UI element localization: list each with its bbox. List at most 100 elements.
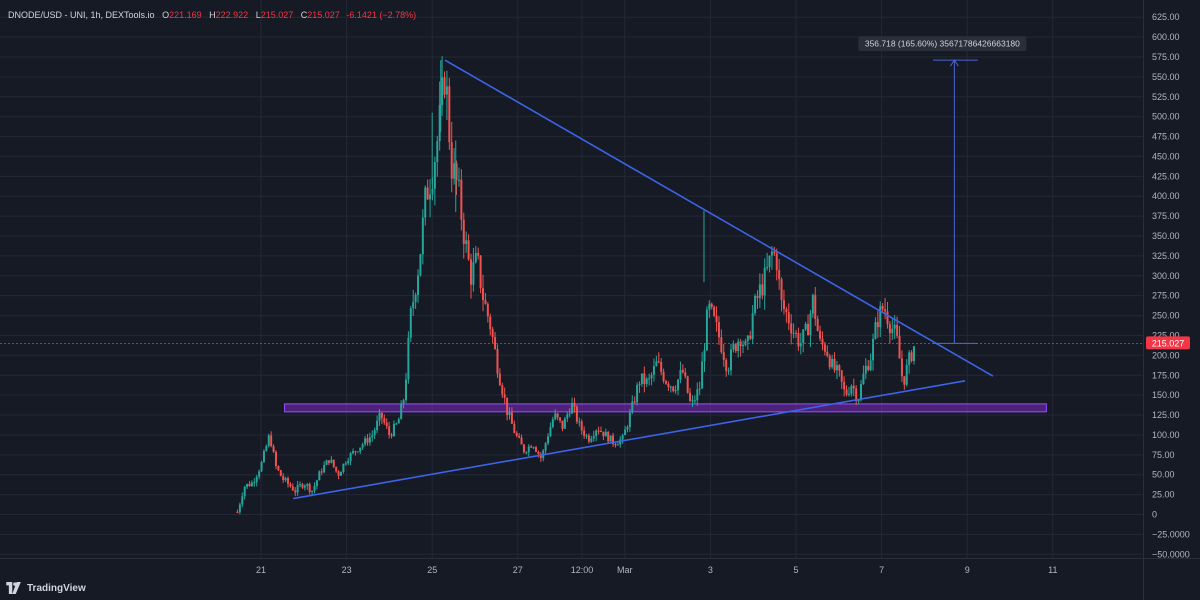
candle-body	[855, 388, 858, 402]
candle-body	[727, 370, 730, 372]
candle-body	[597, 430, 600, 432]
candle-body	[368, 437, 371, 443]
candle-body	[602, 431, 605, 437]
candle-body	[693, 400, 696, 402]
candle-body	[489, 316, 492, 330]
candle-body	[614, 444, 617, 446]
candle-body	[404, 379, 407, 401]
candle-body	[710, 303, 713, 307]
candle-body	[843, 381, 846, 390]
price-tick-label: 600.00	[1152, 32, 1180, 42]
candle-body	[578, 421, 581, 423]
candle-body	[482, 288, 485, 301]
price-tick-label: 500.00	[1152, 112, 1180, 122]
candle-body	[884, 309, 887, 312]
candle-body	[303, 485, 306, 488]
candle-body	[679, 369, 682, 380]
measure-arrow-icon	[949, 59, 959, 67]
candle-body	[640, 373, 643, 384]
candle-body	[448, 86, 451, 143]
candle-body	[708, 303, 711, 310]
candle-body	[691, 400, 694, 402]
candle-body	[713, 306, 716, 316]
candle-body	[657, 361, 660, 363]
tradingview-label: TradingView	[27, 582, 86, 594]
candle-body	[510, 412, 513, 424]
candle-body	[306, 484, 309, 486]
price-tick-label: 50.00	[1152, 470, 1175, 480]
price-tick-label: 25.00	[1152, 490, 1175, 500]
candle-body	[486, 303, 489, 317]
candle-body	[799, 343, 802, 347]
candle-body	[436, 141, 439, 162]
candle-body	[809, 313, 812, 336]
candle-body	[267, 435, 270, 446]
candle-body	[551, 419, 554, 428]
candle-body	[585, 435, 588, 437]
candle-body	[479, 255, 482, 289]
candle-body	[426, 187, 429, 200]
candle-body	[758, 284, 761, 299]
candle-body	[715, 315, 718, 323]
candle-body	[655, 361, 658, 367]
candle-body	[811, 294, 814, 314]
candle-body	[874, 322, 877, 339]
candle-body	[255, 476, 258, 483]
candle-body	[903, 376, 906, 385]
candle-body	[407, 337, 410, 380]
candlestick-series	[236, 56, 915, 515]
low-value: 215.027	[260, 10, 294, 20]
candle-body	[624, 429, 627, 436]
time-tick-label: 27	[513, 565, 523, 575]
candle-body	[373, 430, 376, 436]
candle-body	[778, 270, 781, 280]
candle-body	[823, 344, 826, 352]
candle-body	[689, 392, 692, 401]
candle-body	[544, 443, 547, 451]
candle-body	[636, 385, 639, 403]
candle-body	[831, 358, 834, 368]
candle-body	[419, 254, 422, 276]
candle-body	[592, 436, 595, 439]
candle-body	[575, 406, 578, 422]
candle-body	[236, 512, 239, 514]
time-tick-label: 25	[427, 565, 437, 575]
candle-body	[696, 389, 699, 401]
candle-body	[397, 419, 400, 424]
candle-body	[698, 388, 701, 390]
candle-body	[674, 390, 677, 392]
candle-body	[549, 427, 552, 437]
candle-body	[455, 163, 458, 181]
candle-body	[862, 373, 865, 385]
candle-body	[284, 478, 287, 481]
candle-body	[900, 358, 903, 377]
candle-body	[612, 435, 615, 445]
candle-body	[484, 300, 487, 304]
candle-body	[364, 438, 367, 445]
candle-body	[725, 359, 728, 371]
candle-body	[294, 490, 297, 493]
candle-body	[366, 438, 369, 443]
price-tick-label: −25.0000	[1152, 529, 1190, 539]
candle-body	[308, 484, 311, 492]
candle-body	[443, 77, 446, 95]
candle-body	[705, 309, 708, 351]
support-zone-layer	[284, 403, 1047, 413]
time-tick-label: 9	[965, 565, 970, 575]
candle-body	[525, 452, 528, 454]
candle-body	[631, 401, 634, 413]
time-tick-label: 5	[793, 565, 798, 575]
candle-body	[392, 423, 395, 437]
candle-body	[513, 423, 516, 433]
candle-body	[566, 414, 569, 419]
candle-body	[274, 451, 277, 466]
tradingview-brand[interactable]: TradingView	[6, 580, 86, 596]
candle-body	[628, 412, 631, 428]
candle-body	[556, 413, 559, 418]
candle-body	[445, 86, 448, 95]
candle-body	[746, 335, 749, 342]
candle-body	[265, 445, 268, 452]
candle-body	[522, 444, 525, 453]
candle-body	[729, 349, 732, 371]
